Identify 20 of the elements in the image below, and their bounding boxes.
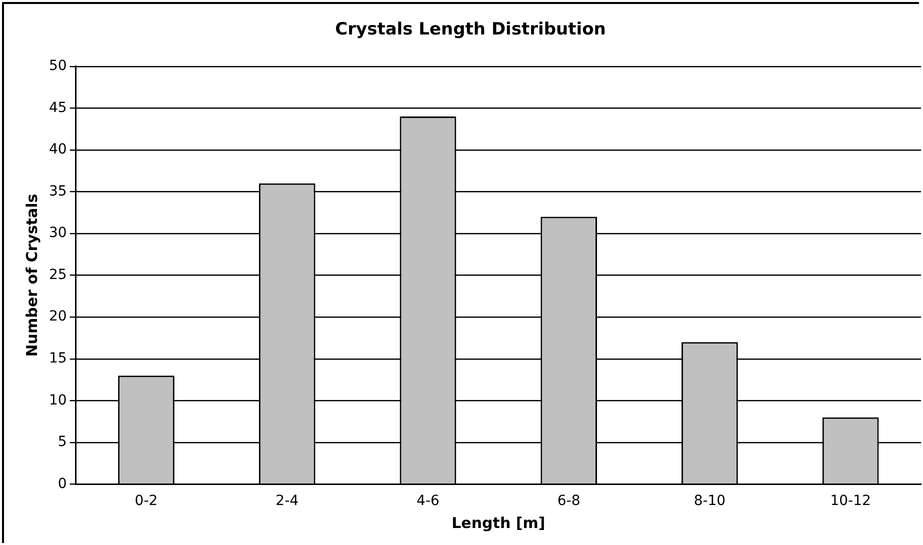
x-tick-label: 8-10: [694, 493, 726, 510]
y-tick-label: 35: [48, 183, 67, 200]
x-tick-label: 0-2: [134, 493, 158, 510]
x-tick-label: 10-12: [830, 493, 871, 510]
y-tick-label: 40: [48, 142, 67, 158]
y-tick-label: 5: [58, 434, 67, 450]
x-tick-label: 2-4: [276, 493, 299, 510]
x-axis-title: Length [m]: [452, 514, 546, 532]
y-tick-label: 0: [58, 476, 67, 492]
y-axis-title: Number of Crystals: [22, 194, 41, 357]
y-tick-label: 20: [48, 308, 67, 325]
chart-title: Crystals Length Distribution: [335, 20, 606, 40]
y-tick-label: 25: [48, 266, 67, 283]
x-tick-label: 6-8: [557, 493, 580, 510]
y-tick-label: 15: [48, 350, 67, 366]
y-tick-label: 45: [48, 100, 67, 116]
x-tick-label: 4-6: [416, 493, 440, 510]
y-tick-label: 50: [48, 58, 67, 74]
y-tick-label: 30: [48, 225, 67, 242]
y-tick-label: 10: [48, 392, 67, 408]
